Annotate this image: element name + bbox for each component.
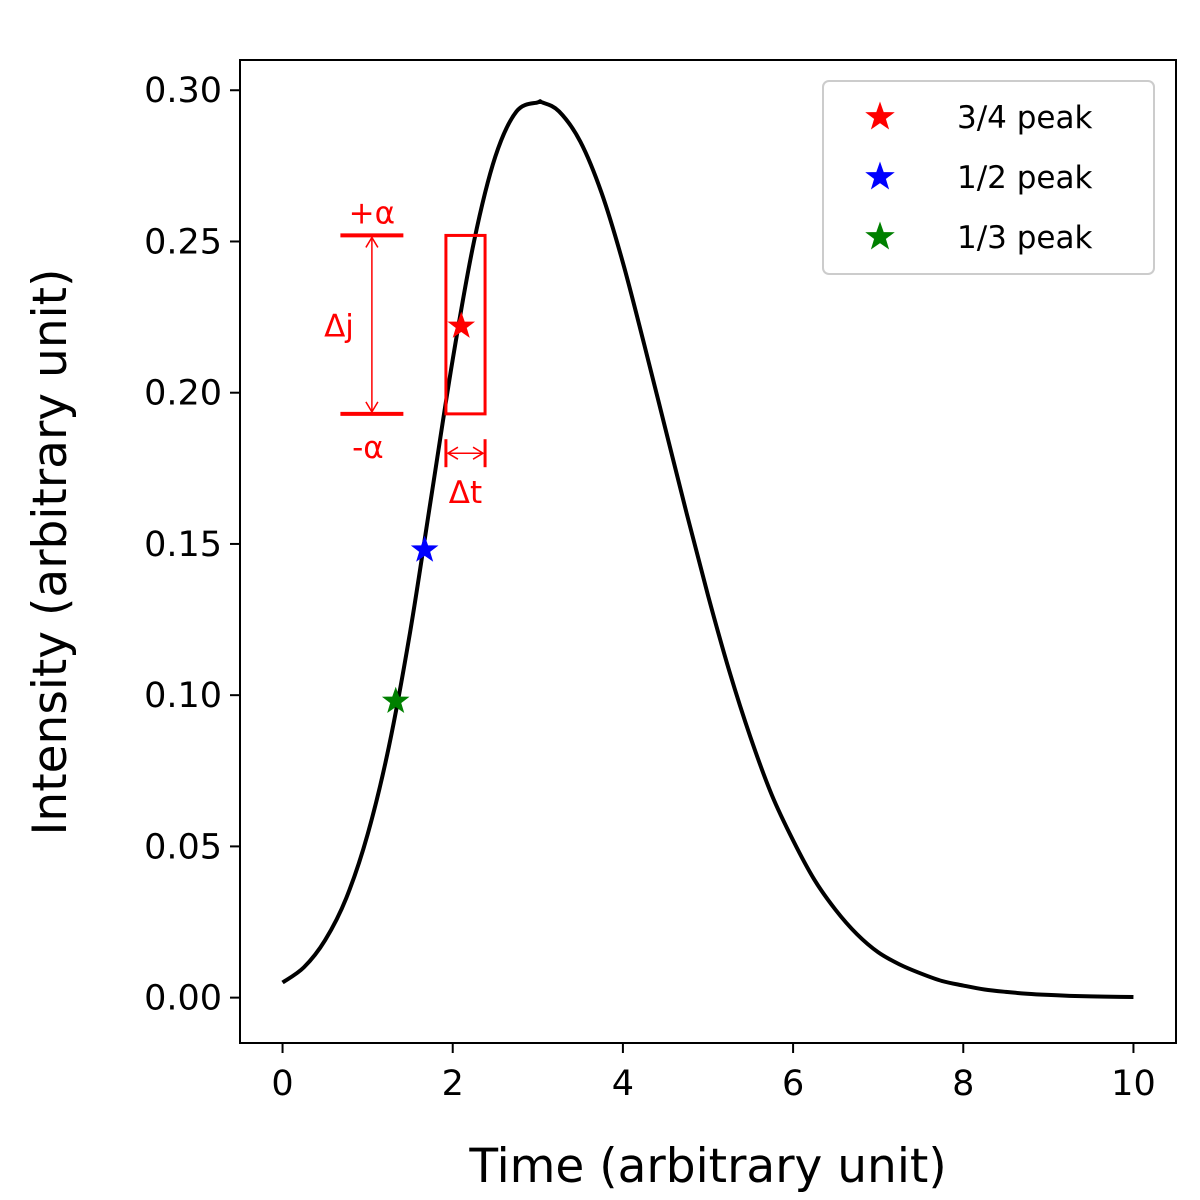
x-tick-label: 10 xyxy=(1111,1064,1156,1104)
x-tick-label: 8 xyxy=(952,1064,974,1104)
y-tick-label: 0.30 xyxy=(144,71,222,111)
legend-label: 3/4 peak xyxy=(957,100,1092,136)
y-tick-label: 0.10 xyxy=(144,676,222,716)
x-axis: 0 2 4 6 8 10 xyxy=(271,1043,1156,1104)
x-tick-label: 6 xyxy=(782,1064,804,1104)
peak-marker-star xyxy=(381,686,410,713)
peak-marker-star xyxy=(410,535,439,562)
tolerance-window-box xyxy=(444,233,487,416)
delta-j-arrowhead-top xyxy=(365,235,379,248)
legend-label: 1/3 peak xyxy=(957,220,1092,256)
legend-label: 1/2 peak xyxy=(957,160,1092,196)
peak-marker-star xyxy=(447,311,476,338)
minus-alpha-label: -α xyxy=(352,430,384,466)
x-tick-label: 0 xyxy=(271,1064,293,1104)
legend-marker-star xyxy=(865,221,895,250)
y-tick-label: 0.20 xyxy=(144,374,222,414)
plot-frame xyxy=(239,59,1177,1044)
annotation-layer: +α -α Δj Δt xyxy=(324,195,487,511)
delta-j-label: Δj xyxy=(324,309,354,345)
x-tick-label: 4 xyxy=(612,1064,634,1104)
plus-alpha-label: +α xyxy=(349,195,395,231)
legend: 3/4 peak 1/2 peak 1/3 peak xyxy=(822,80,1155,275)
legend-marker-star xyxy=(865,161,895,190)
series-layer xyxy=(281,99,1134,1000)
x-axis-title: Time (arbitrary unit) xyxy=(468,1139,946,1194)
y-tick-label: 0.25 xyxy=(144,222,222,262)
x-tick-label: 2 xyxy=(442,1064,464,1104)
delta-t-arrowhead-right xyxy=(472,446,485,460)
delta-j-arrowhead-bottom xyxy=(365,401,379,414)
marker-layer xyxy=(381,311,476,713)
y-axis: 0.00 0.05 0.10 0.15 0.20 0.25 0.30 xyxy=(144,71,240,1019)
legend-marker-star xyxy=(865,101,895,130)
plot-border xyxy=(239,59,1177,1044)
y-axis-title: Intensity (arbitrary unit) xyxy=(23,269,78,836)
y-tick-label: 0.05 xyxy=(144,827,222,867)
y-tick-label: 0.00 xyxy=(144,979,222,1019)
delta-t-label: Δt xyxy=(449,475,482,511)
delta-t-arrowhead-left xyxy=(446,446,459,460)
y-tick-label: 0.15 xyxy=(144,525,222,565)
legend-box xyxy=(822,80,1155,275)
series-line xyxy=(281,99,1134,1000)
